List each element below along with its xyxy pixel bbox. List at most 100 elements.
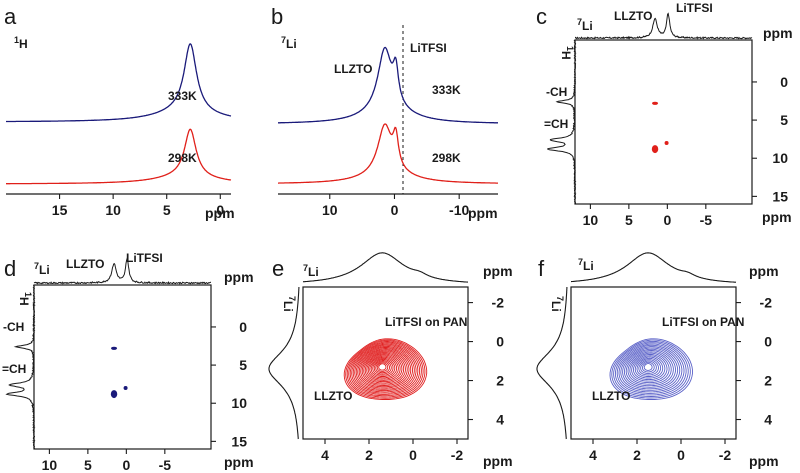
panel-e-side-projection [268, 287, 300, 440]
panel-e-top-nucleus: 7Li [303, 263, 319, 279]
panel-c-top-projection [575, 12, 753, 40]
panel-e-ytick-label: -2 [492, 295, 505, 311]
panel-d-llzto-label: LLZTO [66, 257, 104, 271]
panel-e-contour-line [348, 341, 422, 397]
panel-a-xtick-label: 10 [105, 202, 121, 218]
panel-a-298k-spectrum [6, 128, 232, 185]
panel-f-ytick-label: 4 [764, 412, 772, 428]
panel-c-frame [574, 39, 753, 205]
panel-e-contour-line [354, 345, 415, 392]
panel-e-contour-line [343, 338, 428, 400]
panel-d-cross-peaks [110, 346, 128, 399]
panel-a-298k-label: 298K [168, 151, 197, 165]
panel-f-top-projection [571, 252, 737, 283]
panel-c-litfsi-label: LiTFSI [676, 1, 713, 15]
panel-e-contour-line [346, 340, 424, 398]
panel-f-contour-line [620, 346, 681, 391]
panel-f-xtick-label: 0 [677, 447, 685, 463]
panel-f-label: f [538, 256, 545, 281]
panel-f-ytick-label: -2 [760, 295, 773, 311]
panel-e-ytick-label: 2 [496, 373, 504, 389]
panel-c-top-nucleus: 7Li [577, 17, 593, 33]
panel-e-contour-line [364, 353, 403, 383]
panel-d-dch-label: =CH [2, 362, 26, 376]
panel-f-contour-line [638, 359, 659, 376]
panel-d-cross-peak [110, 390, 118, 399]
panel-e-contour-line [370, 357, 396, 377]
panel-e-contour-line [363, 352, 405, 384]
panel-e-label: e [272, 256, 284, 281]
panel-c-ytick-label: 15 [772, 188, 788, 204]
panel-c-cross-peak [651, 145, 659, 154]
panel-c-cross-peak [664, 140, 669, 145]
panel-f-contour-line [640, 360, 657, 374]
panel-f-ticks: 4 2 0 -2 -2 0 2 4 [589, 295, 772, 463]
panel-e-litfsi-pan-label: LiTFSI on PAN [385, 315, 467, 329]
panel-f-contour-line [641, 361, 655, 373]
panel-f-xtick-label: 2 [633, 447, 641, 463]
panel-e-contour-line [366, 354, 401, 381]
panel-b-llzto-label: LLZTO [334, 62, 372, 76]
panel-c-xtick-label: -5 [700, 212, 713, 228]
panel-e: 7Li 7Li LiTFSI on PAN LLZTO 4 2 0 -2 -2 0 2 4 p… [268, 252, 513, 469]
panel-d-ytick-label: 0 [239, 319, 247, 335]
panel-e-ylabel: ppm [483, 263, 513, 279]
panel-b: 7Li LLZTO LiTFSI 333K 298K 10 0 -10 ppm [278, 25, 498, 221]
panel-c-xtick-label: 10 [583, 212, 599, 228]
panel-c-ticks: 10 5 0 -5 0 5 10 15 [583, 74, 789, 228]
panel-f-contour-line [636, 357, 662, 377]
panel-b-xtick-label: -10 [449, 202, 469, 218]
panel-b-ticks: 10 0 -10 [322, 194, 470, 218]
panel-a-333k-label: 333K [168, 89, 197, 103]
panel-e-contour-line [372, 358, 394, 376]
panel-d-cross-peak [111, 346, 118, 350]
panel-d-top-projection [33, 256, 212, 285]
panel-b-nucleus: 7Li [281, 35, 297, 51]
panel-b-xtick-label: 0 [391, 202, 399, 218]
panel-d-side-projection [5, 284, 36, 449]
panel-c-label: c [536, 4, 547, 29]
panel-e-xtick-label: 4 [321, 447, 329, 463]
panel-d-ylabel: ppm [224, 269, 254, 285]
panel-e-ytick-label: 0 [496, 334, 504, 350]
panel-f-contour-line [622, 347, 679, 390]
panel-b-298k-spectrum [278, 123, 498, 184]
panel-f-xtick-label: -2 [719, 447, 732, 463]
panel-e-contour-line [361, 351, 406, 385]
panel-e-contour-line [378, 363, 387, 371]
panel-e-contour-line [367, 355, 399, 380]
panel-d-cross-peak [123, 385, 128, 390]
panel-e-contour-line [352, 344, 417, 393]
panel-c-ytick-label: 5 [780, 112, 788, 128]
panel-c-side-nucleus: 1H [559, 46, 575, 60]
panel-e-contour-line [373, 360, 392, 375]
panel-d-side-nucleus: 1H [17, 292, 33, 306]
panel-f-contour-line [629, 352, 670, 384]
panel-f-frame [570, 286, 737, 440]
panel-c-xtick-label: 0 [663, 212, 671, 228]
panel-f-litfsi-pan-label: LiTFSI on PAN [662, 315, 744, 329]
panel-c-ch-label: -CH [546, 85, 567, 99]
panel-c: 7Li 1H LLZTO LiTFSI -CH =CH 10 5 0 -5 0 5 10 15… [544, 1, 793, 228]
panel-e-contour-line [358, 349, 410, 388]
panel-c-xtick-label: 5 [625, 212, 633, 228]
panel-e-top-projection [302, 252, 468, 283]
panel-a: 1H 333K 298K 15 10 5 0 ppm [6, 35, 235, 221]
panel-c-ylabel: ppm [763, 25, 793, 41]
panel-e-contour-line [351, 343, 419, 394]
panel-e-contour-line [355, 347, 413, 390]
panel-a-333k-spectrum [6, 43, 232, 123]
panel-d-xtick-label: 0 [122, 457, 130, 473]
panel-e-xlabel: ppm [483, 453, 513, 469]
panel-b-298k-label: 298K [432, 151, 461, 165]
panel-f-contour-line [616, 343, 685, 394]
panel-d-xtick-label: -5 [159, 457, 172, 473]
panel-d-label: d [4, 256, 16, 281]
panel-c-dch-label: =CH [544, 117, 568, 131]
panel-d-xtick-label: 10 [42, 457, 58, 473]
panel-a-ticks: 15 10 5 0 [52, 194, 224, 218]
panel-d-ytick-label: 15 [231, 433, 247, 449]
panel-f-ytick-label: 2 [764, 373, 772, 389]
panel-b-333k-spectrum [278, 46, 498, 124]
